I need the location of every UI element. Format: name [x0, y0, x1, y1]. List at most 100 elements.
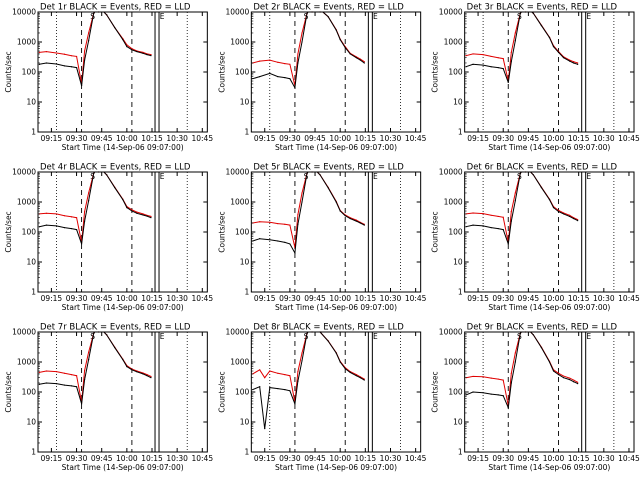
events-series-line-point	[277, 76, 279, 78]
events-series-line-point	[294, 252, 296, 254]
lld-series-line-point	[297, 370, 299, 373]
events-series-line	[465, 12, 578, 83]
events-series-line-point	[573, 381, 575, 383]
events-series-line-point	[306, 172, 308, 174]
events-series-line-point	[284, 389, 286, 391]
y-tick-label: 100	[448, 388, 463, 397]
lld-series-line-point	[510, 51, 512, 54]
events-series-line-point	[126, 46, 128, 48]
events-series-line-point	[349, 217, 351, 220]
x-tick-label: 10:00	[543, 134, 565, 143]
y-tick-label: 100	[22, 68, 37, 77]
y-axis-label: Counts/sec	[217, 371, 226, 412]
y-tick-label: 1000	[17, 38, 36, 47]
events-series-line-point	[490, 393, 492, 395]
lld-series-line-point	[573, 61, 575, 63]
panel-title: Det 1r BLACK = Events, RED = LLD	[40, 3, 191, 13]
events-series-line-point	[548, 199, 551, 201]
y-tick-label: 100	[235, 68, 250, 77]
x-tick-label: 10:45	[191, 454, 213, 463]
events-series-line-point	[114, 27, 116, 29]
lld-series-line-point	[482, 54, 484, 56]
events-series-line-point	[510, 382, 512, 384]
lld-series-line-point	[490, 214, 492, 216]
events-series-line-point	[75, 386, 78, 388]
x-tick-label: 10:15	[141, 134, 163, 143]
lld-series-line-point	[497, 57, 499, 59]
lld-series-line-point	[297, 53, 299, 55]
x-tick-label: 10:15	[568, 134, 590, 143]
x-tick-label: 10:30	[380, 134, 402, 143]
y-tick-label: 1000	[230, 358, 249, 367]
x-axis-label: Start Time (14-Sep-06 09:07:00)	[275, 463, 397, 472]
lld-series-line-point	[514, 352, 516, 354]
events-series-line-point	[131, 49, 133, 51]
x-tick-label: 10:45	[405, 294, 427, 303]
x-tick-label: 09:15	[467, 294, 489, 303]
x-tick-label: 10:30	[166, 134, 188, 143]
events-series-line-point	[269, 72, 271, 74]
lld-series-line-point	[88, 192, 90, 194]
events-series-line-point	[38, 226, 40, 228]
events-series-line-point	[38, 63, 40, 65]
x-tick-label: 10:45	[191, 294, 213, 303]
events-series-line-point	[284, 77, 286, 79]
x-tick-label: 09:45	[304, 454, 326, 463]
events-series-line-point	[519, 172, 521, 174]
lld-series-line-point	[297, 214, 299, 216]
x-tick-label: 09:45	[518, 454, 540, 463]
events-series-line-point	[502, 67, 504, 70]
y-tick-label: 10	[240, 418, 250, 427]
x-tick-label: 09:45	[518, 294, 540, 303]
events-series-line-point	[497, 394, 499, 396]
events-series-line-point	[344, 47, 346, 49]
events-series-line-point	[514, 361, 516, 363]
y-tick-label: 1000	[230, 198, 249, 207]
events-series-line-point	[502, 229, 504, 231]
lld-series-line-point	[259, 369, 261, 371]
events-series-line-point	[363, 62, 365, 64]
events-series-line-point	[355, 57, 357, 59]
x-tick-label: 10:00	[116, 134, 138, 143]
events-series-line-point	[75, 67, 78, 69]
lld-series-line-point	[55, 52, 58, 54]
events-series-line-point	[519, 12, 521, 14]
lld-series-line-point	[573, 379, 575, 381]
events-series-line-point	[327, 16, 329, 18]
events-series-line-point	[84, 378, 86, 381]
events-series-line-point	[259, 238, 261, 240]
panel-title: Det 6r BLACK = Events, RED = LLD	[467, 163, 618, 173]
events-series-line-point	[514, 40, 516, 42]
events-series-line-point	[532, 334, 535, 336]
events-series-line-point	[482, 392, 484, 394]
lld-series-line-point	[490, 55, 492, 58]
events-series-line-point	[510, 61, 512, 63]
x-tick-label: 09:30	[279, 134, 301, 143]
events-series-line-point	[126, 207, 128, 209]
events-series-line-point	[510, 220, 512, 222]
lld-series-line-point	[472, 53, 474, 55]
lld-series-line-point	[269, 221, 271, 223]
events-series-line-point	[55, 383, 58, 385]
events-series-line-point	[335, 29, 337, 31]
events-series-line-point	[497, 227, 499, 230]
events-series-line-point	[63, 384, 66, 386]
events-series-line-point	[146, 215, 148, 217]
x-tick-label: 09:15	[254, 134, 276, 143]
x-tick-label: 10:45	[618, 134, 640, 143]
events-series-line-point	[70, 385, 73, 387]
x-tick-label: 10:00	[116, 294, 138, 303]
panel-title: Det 4r BLACK = Events, RED = LLD	[40, 163, 191, 173]
lld-series-line-point	[577, 218, 579, 221]
lld-series-line-point	[75, 375, 78, 377]
y-tick-label: 100	[22, 228, 37, 237]
events-series-line-point	[359, 377, 361, 379]
x-tick-label: 10:00	[329, 134, 351, 143]
lld-series-line-point	[482, 376, 484, 378]
events-series-line	[465, 332, 578, 410]
x-tick-label: 10:30	[593, 454, 615, 463]
events-series-line-point	[335, 352, 337, 354]
events-series-line-point	[136, 50, 138, 53]
